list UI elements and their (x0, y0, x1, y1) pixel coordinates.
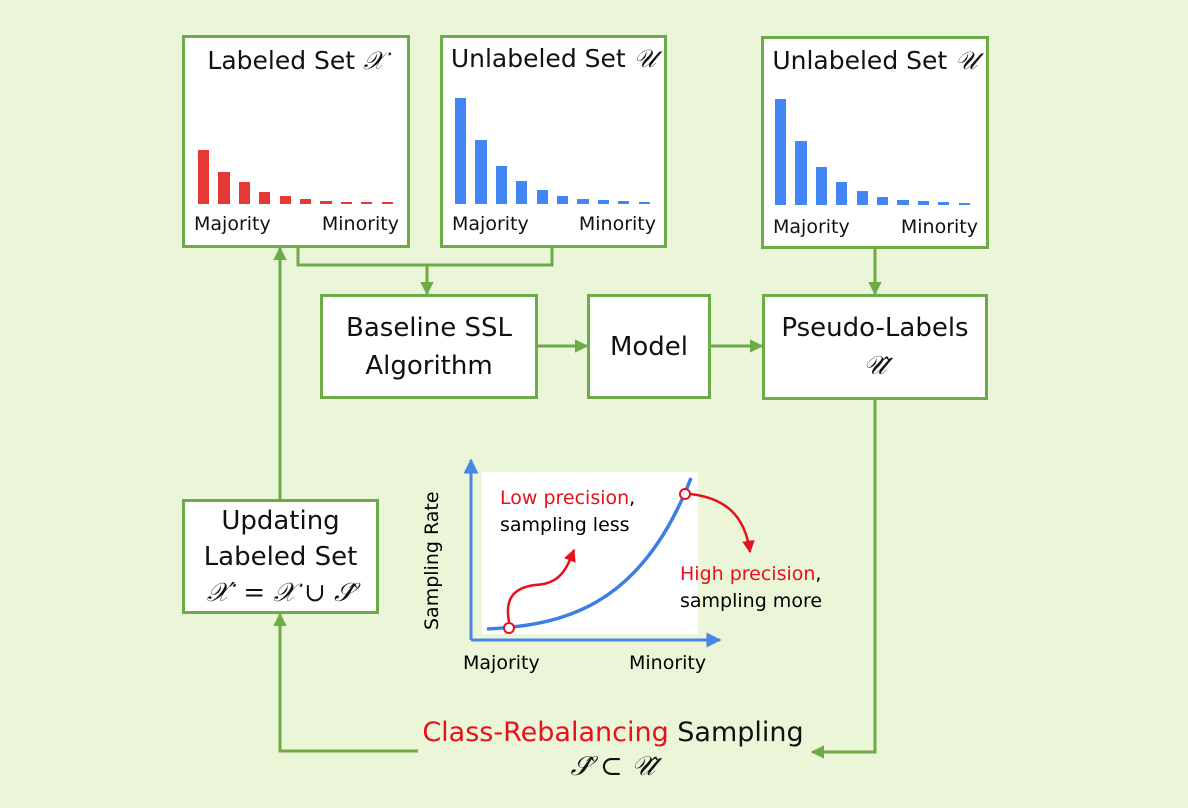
high-precision-arrow (689, 492, 755, 554)
baseline-line2: Algorithm (365, 350, 493, 381)
histogram-bar (361, 202, 373, 204)
arrow-pseudo-to-sampling (810, 400, 877, 759)
histogram-bar (475, 140, 487, 204)
high-sampling-text: sampling more (680, 590, 823, 612)
arrow-sampling-to-updating (273, 612, 418, 753)
class-rebalancing-sampling: Class-Rebalancing Sampling 𝒮̂ ⊂ 𝒰̂ (418, 716, 808, 784)
histogram-bar (381, 202, 393, 204)
pseudo-labels-box: Pseudo-Labels 𝒰̂ (762, 294, 988, 400)
histogram-bar (836, 181, 848, 205)
histogram-bar (198, 150, 210, 204)
histogram-bar (897, 199, 909, 205)
labeled-axis-minority: Minority (321, 213, 399, 235)
histogram-bar (577, 198, 589, 204)
histogram-bar (300, 199, 312, 204)
high-precision-comma: , (815, 563, 822, 585)
histogram-bar (259, 192, 271, 204)
updating-line1: Updating (221, 505, 340, 536)
unlabeled-axis-majority: Majority (452, 213, 529, 235)
labeled-set-title: Labeled Set 𝒳 (185, 48, 407, 73)
inset-x-minority: Minority (629, 652, 707, 674)
model-label: Model (609, 331, 689, 362)
histogram-bar (516, 180, 528, 204)
histogram-bar (340, 201, 353, 204)
histogram-bar (238, 182, 251, 204)
unlabeled-set-right-box: Unlabeled Set 𝒰 Majority Minority (761, 36, 989, 249)
histogram-bar (958, 203, 970, 205)
histogram-bar (455, 98, 467, 204)
low-precision-annotation: Low precision, sampling less (500, 485, 635, 539)
histogram-bar (938, 202, 950, 205)
high-precision-point (679, 488, 691, 500)
unlabeled-set-right-title: Unlabeled Set 𝒰 (764, 48, 986, 73)
unlabeled-right-axis-minority: Minority (900, 216, 978, 238)
histogram-bar (877, 196, 889, 205)
histogram-bar (638, 202, 650, 204)
pseudo-labels-symbol: 𝒰̂ (863, 351, 887, 381)
inset-y-label: Sampling Rate (421, 491, 443, 630)
unlabeled-set-right-symbol: 𝒰 (955, 46, 978, 75)
histogram-bar (557, 195, 569, 204)
histogram-bar (856, 191, 868, 205)
sampling-rate-curve (486, 477, 693, 631)
labeled-bar-chart (196, 148, 400, 204)
histogram-bar (320, 200, 332, 204)
low-sampling-text: sampling less (500, 514, 630, 536)
model-box: Model (587, 294, 711, 399)
updating-formula: 𝒳′ = 𝒳 ∪ 𝒮̂ (206, 577, 355, 608)
low-precision-arrow (506, 548, 576, 623)
high-precision-text: High precision (680, 563, 816, 585)
unlabeled-set-symbol: 𝒰 (633, 44, 657, 73)
low-precision-text: Low precision (500, 487, 630, 509)
unlabeled-set-title: Unlabeled Set 𝒰 (443, 46, 664, 71)
histogram-bar (917, 201, 930, 205)
sampling-highlight: Class-Rebalancing (422, 717, 669, 748)
histogram-bar (775, 99, 787, 205)
low-precision-comma: , (629, 487, 636, 509)
histogram-bar (495, 165, 508, 204)
sampling-rest: Sampling (668, 717, 804, 748)
histogram-bar (536, 190, 548, 204)
histogram-bar (618, 201, 630, 204)
histogram-bar (279, 196, 291, 204)
updating-labeled-set-box: Updating Labeled Set 𝒳′ = 𝒳 ∪ 𝒮̂ (182, 499, 379, 614)
baseline-line1: Baseline SSL (346, 312, 512, 343)
baseline-ssl-box: Baseline SSL Algorithm (320, 294, 538, 399)
high-precision-annotation: High precision, sampling more (680, 561, 822, 615)
histogram-bar (795, 141, 807, 205)
unlabeled-set-title-text: Unlabeled Set (450, 44, 626, 73)
sampling-title: Class-Rebalancing Sampling (418, 716, 808, 750)
unlabeled-bar-chart (453, 96, 657, 204)
labeled-axis-majority: Majority (194, 213, 271, 235)
inset-x-majority: Majority (463, 652, 540, 674)
histogram-bar (815, 166, 828, 205)
low-precision-point (503, 622, 515, 634)
unlabeled-axis-minority: Minority (578, 213, 656, 235)
histogram-bar (218, 171, 230, 204)
unlabeled-set-right-title-text: Unlabeled Set (772, 46, 948, 75)
labeled-set-symbol: 𝒳 (363, 46, 385, 75)
merge-connector (296, 248, 554, 267)
pseudo-labels-line1: Pseudo-Labels (781, 313, 969, 343)
labeled-set-box: Labeled Set 𝒳 Majority Minority (182, 35, 410, 248)
labeled-set-title-text: Labeled Set (207, 46, 356, 75)
sampling-formula: 𝒮̂ ⊂ 𝒰̂ (570, 751, 656, 782)
updating-line2: Labeled Set (203, 541, 358, 572)
unlabeled-set-box: Unlabeled Set 𝒰 Majority Minority (440, 35, 667, 248)
unlabeled-right-bar-chart (773, 97, 977, 205)
unlabeled-right-axis-majority: Majority (773, 216, 850, 238)
histogram-bar (597, 200, 610, 204)
